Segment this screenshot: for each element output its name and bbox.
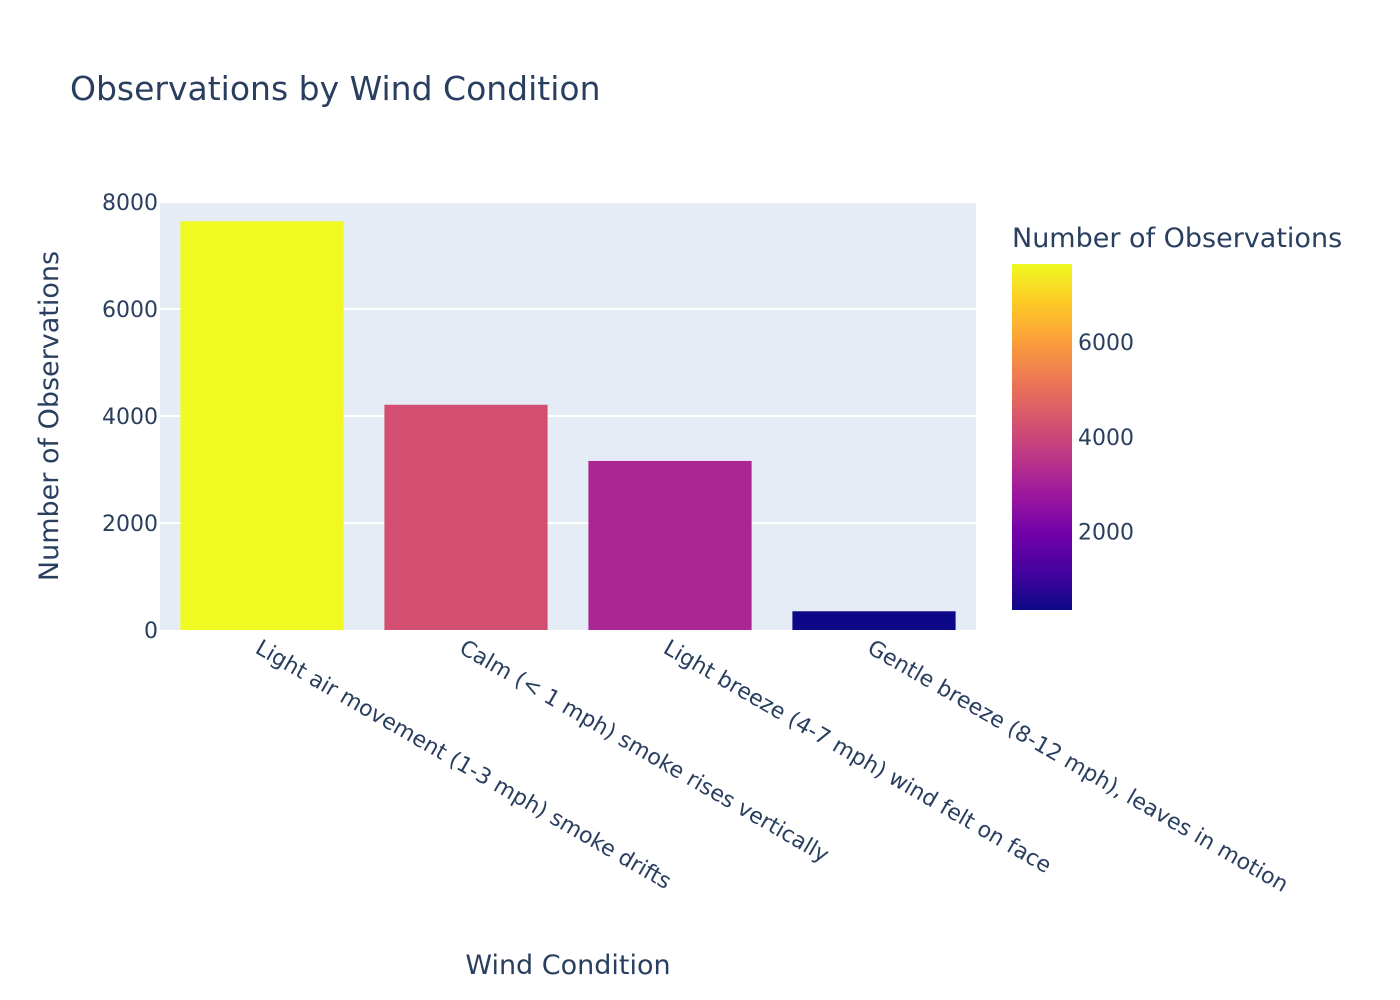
x-tick-label: Calm (< 1 mph) smoke rises vertically — [455, 636, 833, 869]
y-axis-title: Number of Observations — [34, 251, 65, 581]
colorbar-tick-label: 6000 — [1078, 331, 1134, 356]
bar — [384, 404, 548, 630]
y-tick-label: 0 — [144, 619, 158, 644]
bar — [180, 221, 344, 630]
bars — [180, 221, 956, 630]
x-axis-title: Wind Condition — [465, 950, 670, 981]
bar — [588, 460, 752, 630]
colorbar-tick-label: 2000 — [1078, 521, 1134, 546]
x-tick-label: Gentle breeze (8-12 mph), leaves in moti… — [863, 636, 1292, 898]
colorbar — [1012, 264, 1072, 610]
bar — [792, 611, 956, 630]
x-tick-label: Light air movement (1-3 mph) smoke drift… — [251, 636, 675, 895]
y-tick-label: 8000 — [102, 191, 158, 216]
chart-title: Observations by Wind Condition — [70, 69, 601, 108]
x-tick-label: Light breeze (4-7 mph) wind felt on face — [659, 636, 1055, 879]
y-tick-label: 6000 — [102, 298, 158, 323]
y-tick-label: 4000 — [102, 405, 158, 430]
x-axis-ticks: Light air movement (1-3 mph) smoke drift… — [251, 636, 1292, 898]
y-axis-ticks: 0 2000 4000 6000 8000 — [102, 191, 158, 644]
colorbar-title: Number of Observations — [1012, 223, 1342, 254]
colorbar-tick-label: 4000 — [1078, 426, 1134, 451]
colorbar-ticks: 2000 4000 6000 — [1078, 331, 1134, 546]
y-tick-label: 2000 — [102, 512, 158, 537]
